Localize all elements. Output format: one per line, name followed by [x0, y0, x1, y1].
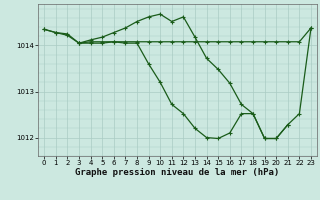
X-axis label: Graphe pression niveau de la mer (hPa): Graphe pression niveau de la mer (hPa) — [76, 168, 280, 177]
